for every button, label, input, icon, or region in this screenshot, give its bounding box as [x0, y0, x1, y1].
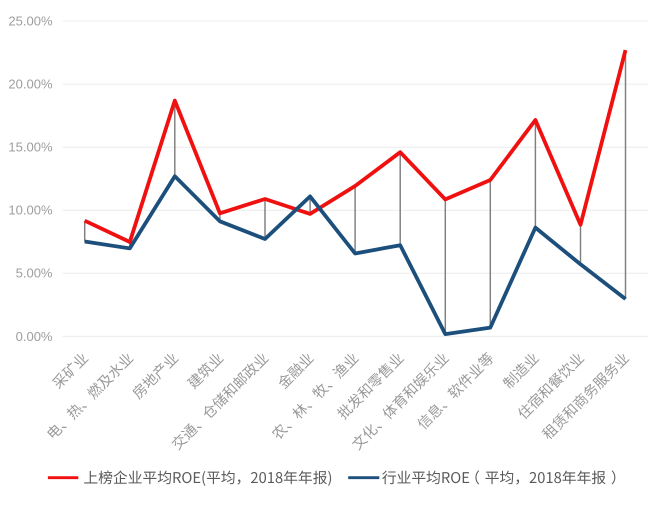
- svg-text:5.00%: 5.00%: [16, 266, 53, 281]
- svg-text:25.00%: 25.00%: [8, 13, 53, 28]
- svg-text:10.00%: 10.00%: [8, 203, 53, 218]
- svg-text:0.00%: 0.00%: [16, 329, 53, 344]
- svg-text:15.00%: 15.00%: [8, 140, 53, 155]
- svg-text:20.00%: 20.00%: [8, 77, 53, 92]
